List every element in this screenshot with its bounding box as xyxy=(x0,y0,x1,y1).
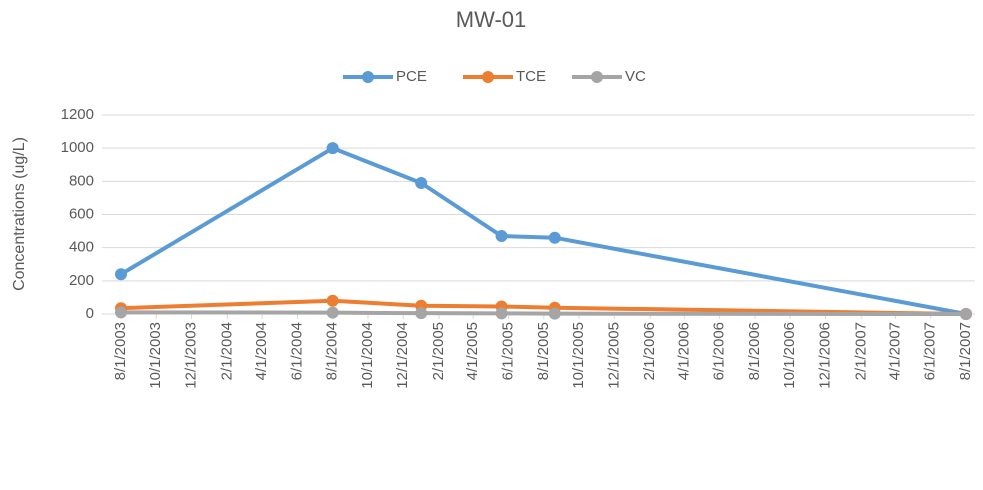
legend-label: VC xyxy=(625,68,646,85)
x-tick-label: 10/1/2006 xyxy=(781,322,798,389)
data-point xyxy=(326,294,339,307)
y-tick-label: 400 xyxy=(69,239,94,256)
data-point xyxy=(548,307,561,320)
x-tick-label: 10/1/2005 xyxy=(570,322,587,389)
y-tick-label: 800 xyxy=(69,172,94,189)
x-tick-label: 10/1/2004 xyxy=(359,322,376,389)
x-tick-label: 8/1/2006 xyxy=(746,322,763,380)
data-point xyxy=(415,176,428,189)
chart-title: MW-01 xyxy=(456,7,527,32)
series-line xyxy=(119,146,967,316)
y-tick-label: 0 xyxy=(86,305,94,322)
x-tick-label: 2/1/2004 xyxy=(218,322,235,380)
x-tick-label: 2/1/2007 xyxy=(852,322,869,380)
x-tick-label: 8/1/2004 xyxy=(324,322,341,380)
series-line xyxy=(120,310,967,316)
x-tick-label: 12/1/2006 xyxy=(816,322,833,389)
data-point xyxy=(326,142,339,155)
x-tick-label: 8/1/2003 xyxy=(112,322,129,380)
data-point xyxy=(115,306,127,319)
legend-marker xyxy=(362,71,374,83)
x-tick-label: 12/1/2005 xyxy=(605,322,622,389)
x-tick-label: 12/1/2004 xyxy=(394,322,411,389)
x-tick-label: 2/1/2005 xyxy=(430,322,447,380)
legend-label: PCE xyxy=(396,68,427,85)
x-tick-label: 8/1/2005 xyxy=(535,322,552,380)
x-tick-label: 6/1/2005 xyxy=(499,322,516,380)
legend-marker xyxy=(591,71,603,83)
legend-label: TCE xyxy=(516,68,546,85)
y-axis-label: Concentrations (ug/L) xyxy=(11,137,28,291)
y-tick-label: 1200 xyxy=(61,106,94,123)
x-tick-label: 4/1/2007 xyxy=(886,322,903,380)
y-tick-label: 600 xyxy=(69,205,94,222)
y-tick-label: 200 xyxy=(69,272,94,289)
x-tick-label: 4/1/2004 xyxy=(253,322,270,380)
x-tick-label: 4/1/2005 xyxy=(464,322,481,380)
data-point xyxy=(415,307,428,320)
data-point xyxy=(495,307,508,320)
x-tick-label: 10/1/2003 xyxy=(147,322,164,389)
x-tick-label: 6/1/2006 xyxy=(711,322,728,380)
y-tick-label: 1000 xyxy=(61,139,94,156)
x-tick-label: 2/1/2006 xyxy=(641,322,658,380)
x-tick-label: 6/1/2004 xyxy=(288,322,305,380)
data-point xyxy=(115,268,127,281)
x-tick-label: 6/1/2007 xyxy=(922,322,939,380)
data-point xyxy=(495,230,508,243)
x-tick-label: 8/1/2007 xyxy=(957,322,974,380)
data-point xyxy=(326,306,339,319)
x-tick-label: 12/1/2003 xyxy=(183,322,200,389)
data-point xyxy=(960,308,972,320)
legend-marker xyxy=(482,71,494,83)
data-point xyxy=(548,231,561,244)
series-line xyxy=(120,298,967,316)
x-tick-label: 4/1/2006 xyxy=(675,322,692,380)
